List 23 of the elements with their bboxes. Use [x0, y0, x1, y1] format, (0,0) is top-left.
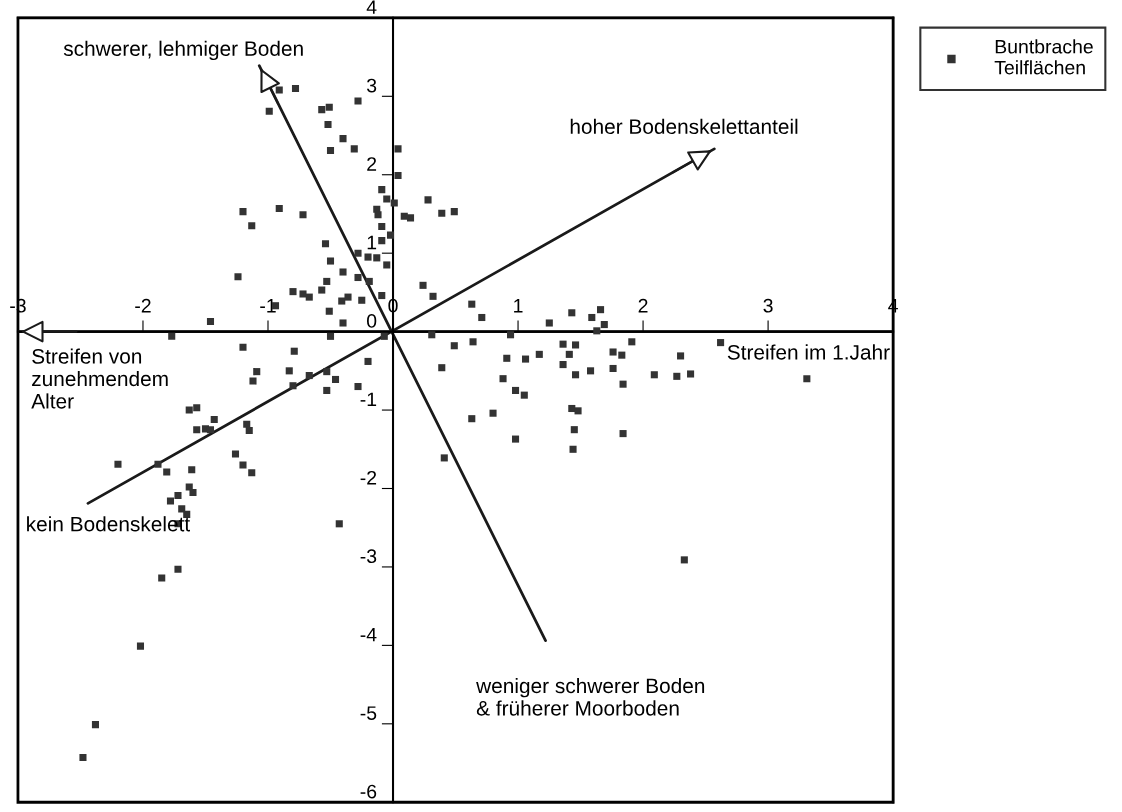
y-tick-label: -1 [360, 392, 377, 407]
y-tick-label: -4 [360, 627, 377, 642]
annotation: kein Bodenskelett [27, 516, 190, 532]
x-tick-label: -1 [260, 299, 276, 313]
y-tick-label: 4 [366, 0, 377, 14]
annotation: Streifen von zunehmendem Alter [31, 348, 168, 409]
y-tick-label: -5 [360, 706, 377, 720]
y-tick-label: -2 [360, 470, 377, 485]
annotation: hoher Bodenskelettanteil [570, 118, 798, 135]
x-tick-label: 2 [638, 298, 648, 313]
y-tick-label: 1 [367, 235, 377, 250]
x-tick-label: 1 [514, 299, 523, 313]
y-tick-label: 2 [367, 157, 377, 171]
annotation: Streifen im 1.Jahr [727, 344, 890, 360]
y-tick-label: -3 [360, 549, 377, 564]
annotation: schwerer, lehmiger Boden [63, 40, 303, 61]
y-tick-label: 0 [366, 314, 377, 328]
y-tick-label: 3 [366, 78, 377, 93]
legend-label: Buntbrache Teilflächen [994, 39, 1093, 75]
annotation: weniger schwerer Boden & früherer Moorboden [476, 677, 705, 716]
y-tick-label: -6 [360, 784, 377, 799]
x-tick-label: 3 [763, 298, 773, 313]
x-tick-label: -2 [135, 298, 151, 313]
